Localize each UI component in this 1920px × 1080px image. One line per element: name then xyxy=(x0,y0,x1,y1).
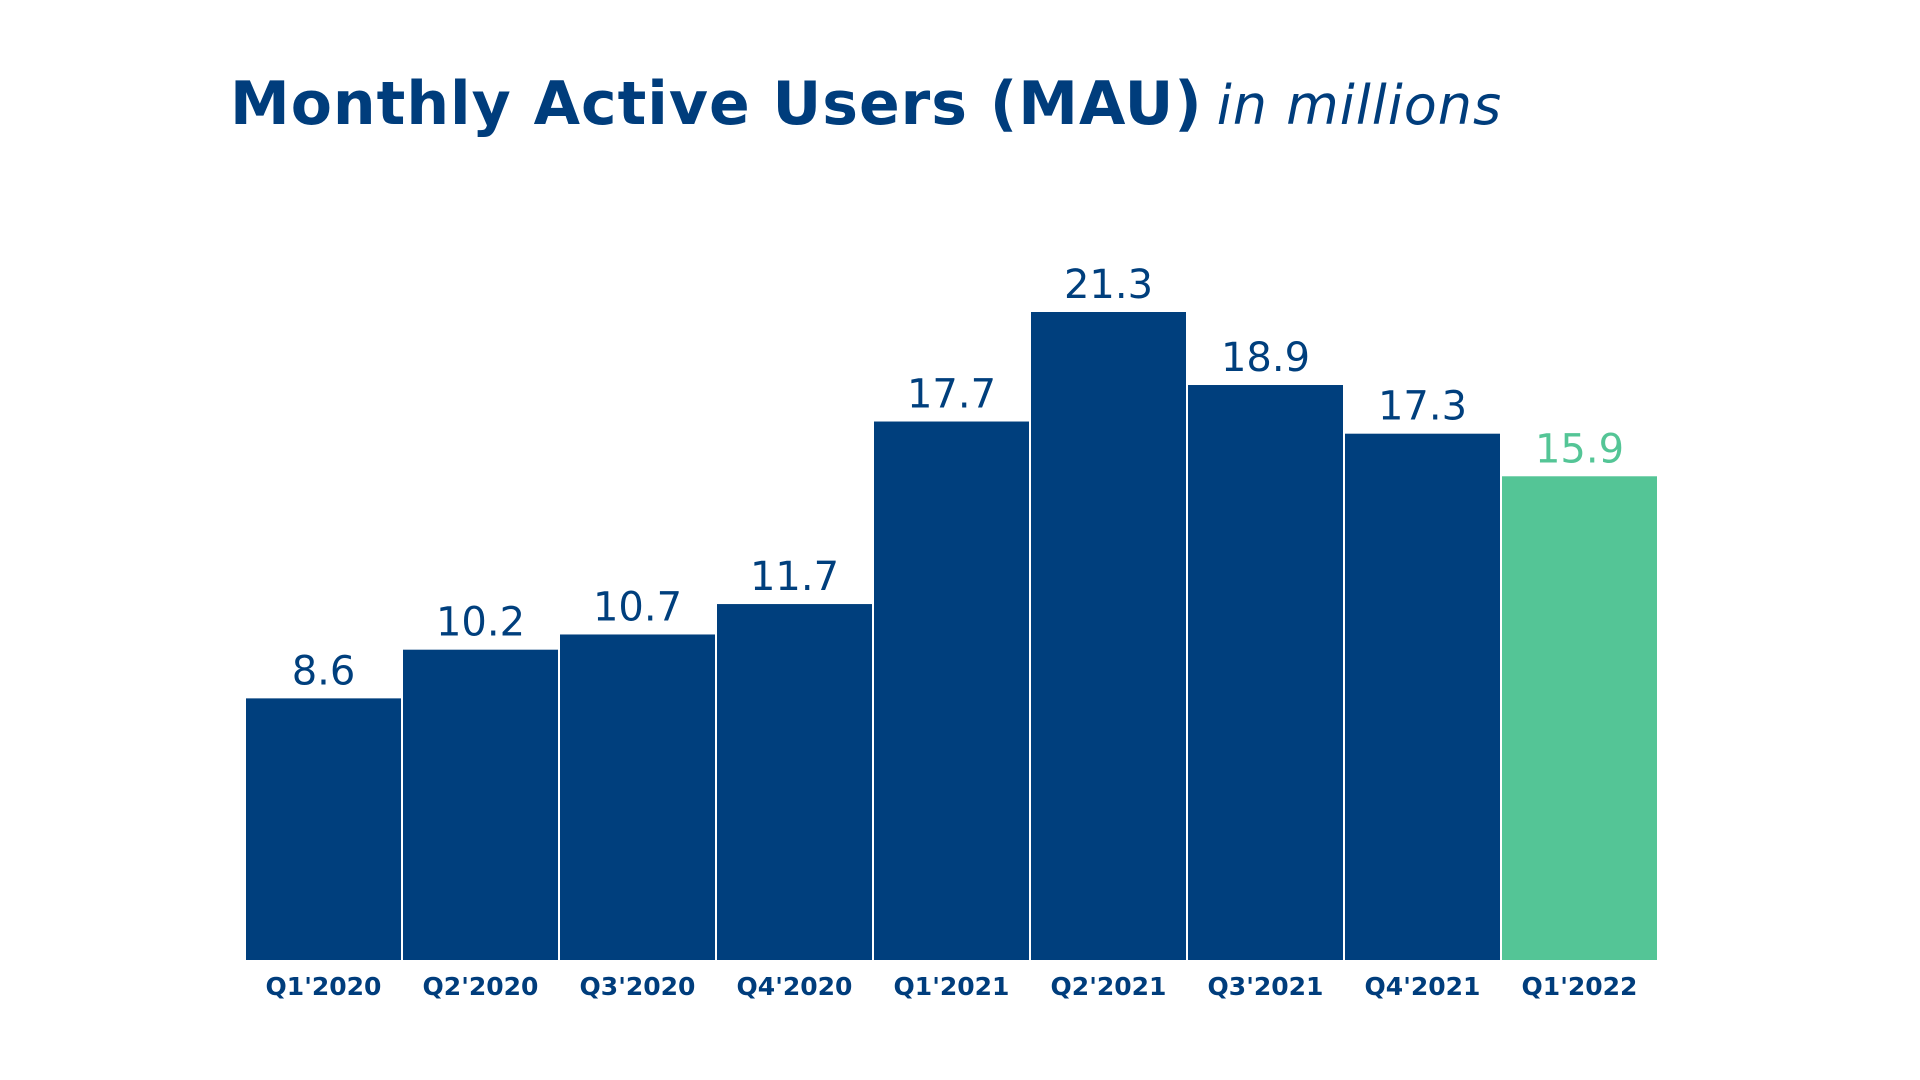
chart-title-main: Monthly Active Users (MAU) xyxy=(230,69,1203,139)
bars-layer xyxy=(246,312,1657,960)
value-labels-layer: 8.6 10.2 10.7 11.7 17.7 21.3 18.9 17.3 15.9 xyxy=(292,262,1624,694)
x-tick-label-6: Q3'2021 xyxy=(1208,972,1324,1001)
value-label-6: 18.9 xyxy=(1221,335,1310,381)
value-label-0: 8.6 xyxy=(292,648,356,694)
x-tick-label-3: Q4'2020 xyxy=(737,972,853,1001)
bar-6 xyxy=(1188,385,1343,960)
bar-7 xyxy=(1345,433,1500,960)
value-label-2: 10.7 xyxy=(593,584,682,630)
x-tick-label-7: Q4'2021 xyxy=(1365,972,1481,1001)
x-tick-label-2: Q3'2020 xyxy=(580,972,696,1001)
bar-4 xyxy=(874,421,1029,960)
x-tick-label-1: Q2'2020 xyxy=(423,972,539,1001)
x-tick-label-4: Q1'2021 xyxy=(894,972,1010,1001)
x-tick-label-8: Q1'2022 xyxy=(1522,972,1638,1001)
bar-0 xyxy=(246,698,401,960)
chart-subtitle: in millions xyxy=(1216,74,1503,137)
value-label-1: 10.2 xyxy=(436,600,525,646)
value-label-4: 17.7 xyxy=(907,372,996,418)
chart-title: Monthly Active Users (MAU) in millions xyxy=(230,74,1502,134)
bar-8 xyxy=(1502,476,1657,960)
tick-labels-layer: Q1'2020 Q2'2020 Q3'2020 Q4'2020 Q1'2021 Q2'20… xyxy=(266,972,1638,1001)
bar-5 xyxy=(1031,312,1186,960)
x-tick-label-0: Q1'2020 xyxy=(266,972,382,1001)
value-label-3: 11.7 xyxy=(750,554,839,600)
bar-3 xyxy=(717,604,872,960)
x-tick-label-5: Q2'2021 xyxy=(1051,972,1167,1001)
bar-2 xyxy=(560,634,715,960)
bar-1 xyxy=(403,649,558,960)
value-label-8: 15.9 xyxy=(1535,426,1624,472)
value-label-7: 17.3 xyxy=(1378,384,1467,430)
value-label-5: 21.3 xyxy=(1064,262,1153,308)
